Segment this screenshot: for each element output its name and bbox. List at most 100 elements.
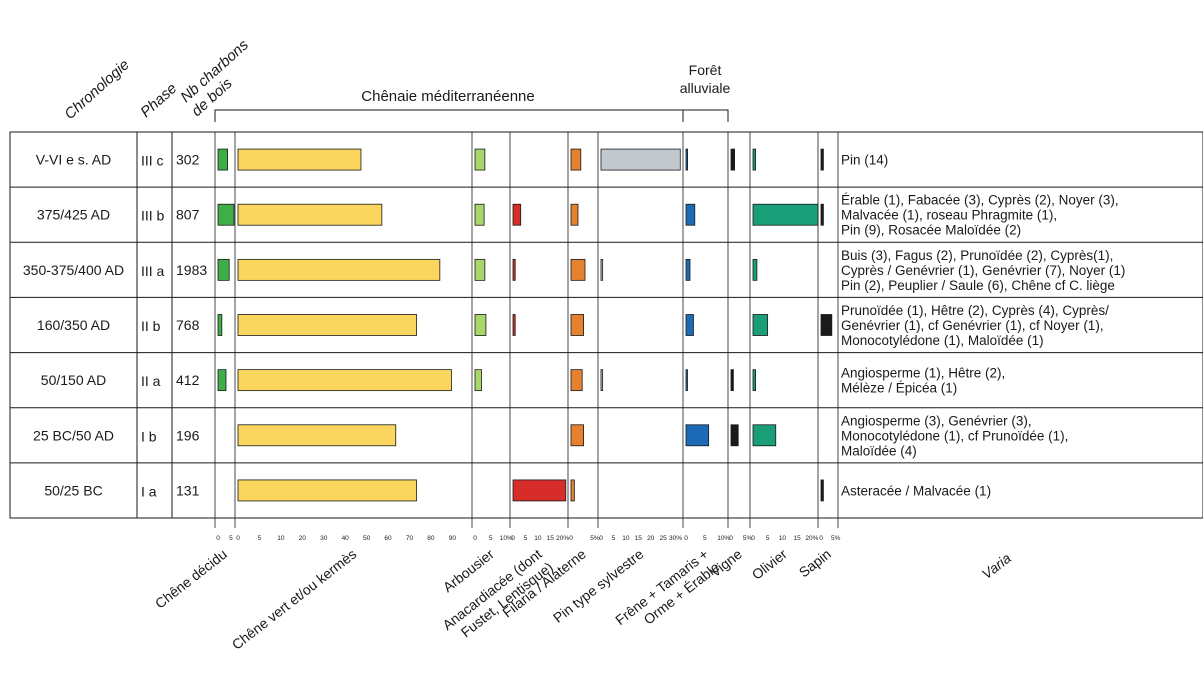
- row-varia: Cyprès / Genévrier (1), Genévrier (7), N…: [841, 263, 1125, 278]
- row-chronologie: 50/150 AD: [41, 372, 106, 388]
- row-phase: II b: [141, 318, 161, 334]
- tick-label: 5: [612, 535, 616, 542]
- bar-ch-ne-vert-et-ou-kerm-s-row-1: [237, 148, 362, 171]
- row-phase: III b: [141, 208, 165, 224]
- tick-label: 30%: [669, 535, 682, 542]
- bar-anacardiac-e-dont-fustet-lentisque--row-7: [512, 479, 567, 502]
- bar-filaria-alaterne-row-5: [570, 369, 583, 392]
- tick-label: 0: [216, 535, 220, 542]
- group-chenaie-label: Chênaie méditerranéenne: [361, 88, 534, 105]
- tick-label: 5: [489, 535, 493, 542]
- series-label: Vigne: [707, 546, 745, 581]
- bar-fr-ne-tamaris-orme-rable-row-4: [685, 314, 694, 336]
- row-varia: Monocotylédone (1), cf Prunoïdée (1),: [841, 428, 1068, 443]
- bar-pin-type-sylvestre-row-5: [600, 369, 604, 392]
- bar-filaria-alaterne-row-6: [570, 424, 585, 447]
- bar-sapin-row-4: [820, 314, 833, 336]
- tick-label: 0: [236, 535, 240, 542]
- bar-fr-ne-tamaris-orme-rable-row-3: [685, 258, 691, 281]
- bar-anacardiac-e-dont-fustet-lentisque--row-3: [512, 258, 516, 281]
- bar-olivier-row-3: [752, 258, 758, 281]
- bar-sapin-row-1: [820, 148, 824, 171]
- bar-arbousier-row-4: [474, 314, 487, 336]
- varia-label: Varia: [979, 550, 1014, 583]
- tick-label: 25: [659, 535, 667, 542]
- bar-fr-ne-tamaris-orme-rable-row-6: [685, 424, 710, 447]
- tick-label: 5%: [743, 535, 753, 542]
- bar-olivier-row-5: [752, 369, 756, 392]
- bar-pin-type-sylvestre-row-3: [600, 258, 604, 281]
- row-phase: I a: [141, 483, 157, 499]
- row-nb-charbons: 807: [176, 207, 200, 223]
- tick-label: 0: [729, 535, 733, 542]
- header-phase: Phase: [137, 80, 180, 121]
- tick-label: 0: [473, 535, 477, 542]
- row-phase: III c: [141, 153, 164, 169]
- tick-label: 15: [635, 535, 643, 542]
- bar-olivier-row-4: [752, 314, 769, 336]
- bar-vigne-row-6: [730, 424, 739, 447]
- bar-filaria-alaterne-row-7: [570, 479, 575, 502]
- row-nb-charbons: 302: [176, 152, 200, 168]
- tick-label: 0: [569, 535, 573, 542]
- row-varia: Prunoïdée (1), Hêtre (2), Cyprès (4), Cy…: [841, 303, 1109, 318]
- row-chronologie: V-VI e s. AD: [36, 152, 111, 168]
- tick-label: 10: [779, 535, 787, 542]
- row-varia: Érable (1), Fabacée (3), Cyprès (2), Noy…: [841, 193, 1119, 208]
- row-varia: Pin (14): [841, 153, 888, 168]
- row-varia: Malvacée (1), roseau Phragmite (1),: [841, 208, 1057, 223]
- bar-vigne-row-1: [730, 148, 735, 171]
- tick-label: 20: [299, 535, 307, 542]
- tick-label: 0: [751, 535, 755, 542]
- tick-label: 5: [703, 535, 707, 542]
- tick-label: 15: [547, 535, 555, 542]
- bar-olivier-row-2: [752, 203, 819, 226]
- bar-pin-type-sylvestre-row-1: [600, 148, 681, 171]
- bar-arbousier-row-3: [474, 258, 486, 281]
- group-foret-bracket: [682, 109, 729, 122]
- row-phase: III a: [141, 263, 165, 279]
- row-chronologie: 160/350 AD: [37, 317, 110, 333]
- tick-label: 0: [599, 535, 603, 542]
- bar-ch-ne-vert-et-ou-kerm-s-row-3: [237, 258, 441, 281]
- tick-label: 15: [794, 535, 802, 542]
- bar-filaria-alaterne-row-1: [570, 148, 582, 171]
- row-varia: Mélèze / Épicéa (1): [841, 381, 957, 396]
- series-label: Sapin: [796, 546, 834, 581]
- bar-sapin-row-7: [820, 479, 824, 502]
- bar-ch-ne-d-cidu-row-4: [217, 314, 223, 336]
- bar-olivier-row-1: [752, 148, 756, 171]
- row-varia: Asteracée / Malvacée (1): [841, 483, 991, 498]
- series-label: Olivier: [749, 546, 790, 583]
- bar-olivier-row-6: [752, 424, 777, 447]
- bar-ch-ne-vert-et-ou-kerm-s-row-4: [237, 314, 418, 336]
- bar-ch-ne-vert-et-ou-kerm-s-row-7: [237, 479, 418, 502]
- row-varia: Pin (2), Peuplier / Saule (6), Chêne cf …: [841, 278, 1115, 293]
- tick-label: 0: [511, 535, 515, 542]
- row-varia: Maloïdée (4): [841, 443, 917, 458]
- tick-label: 80: [427, 535, 435, 542]
- bars-layer: [217, 148, 833, 502]
- bar-anacardiac-e-dont-fustet-lentisque--row-4: [512, 314, 516, 336]
- row-phase: I b: [141, 428, 157, 444]
- bar-fr-ne-tamaris-orme-rable-row-5: [685, 369, 688, 392]
- bar-ch-ne-vert-et-ou-kerm-s-row-6: [237, 424, 397, 447]
- tick-label: 0: [684, 535, 688, 542]
- bar-ch-ne-d-cidu-row-1: [217, 148, 229, 171]
- bar-ch-ne-vert-et-ou-kerm-s-row-5: [237, 369, 452, 392]
- tick-label: 20%: [805, 535, 818, 542]
- row-varia: Genévrier (1), cf Genévrier (1), cf Noye…: [841, 318, 1104, 333]
- row-chronologie: 350-375/400 AD: [23, 262, 124, 278]
- tick-label: 5: [258, 535, 262, 542]
- row-phase: II a: [141, 373, 161, 389]
- tick-label: 20%: [556, 535, 569, 542]
- bar-sapin-row-2: [820, 203, 824, 226]
- bar-filaria-alaterne-row-3: [570, 258, 586, 281]
- row-nb-charbons: 196: [176, 427, 200, 443]
- bar-ch-ne-d-cidu-row-3: [217, 258, 230, 281]
- bar-filaria-alaterne-row-2: [570, 203, 579, 226]
- tick-label: 10: [534, 535, 542, 542]
- tick-label: 90: [449, 535, 457, 542]
- group-foret-label-2: alluviale: [680, 80, 731, 96]
